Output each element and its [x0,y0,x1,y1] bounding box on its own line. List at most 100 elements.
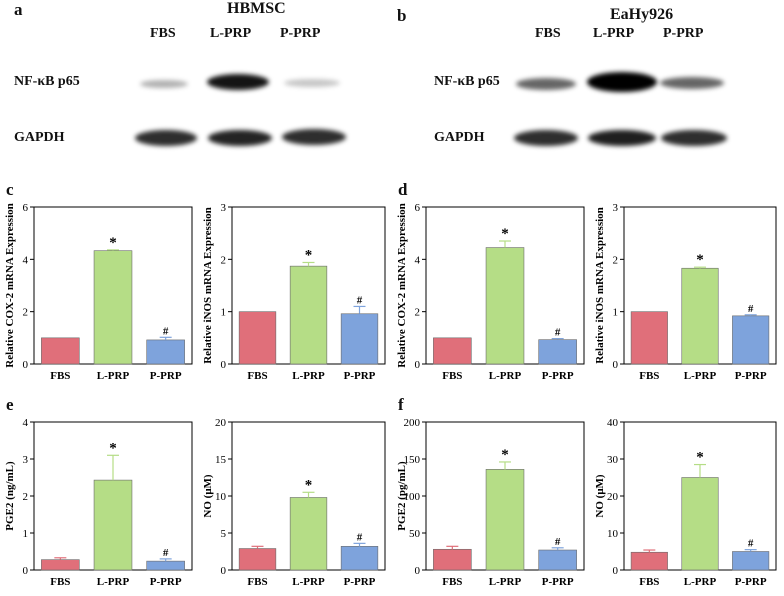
blot-b-band-nfkb-fbs [516,78,576,90]
x-tick-label: P-PRP [344,370,376,382]
y-tick-label: 40 [607,417,619,429]
y-tick-label: 2 [23,491,29,503]
y-tick-label: 150 [404,454,421,466]
blot-a-band-gapdh-lprp [208,130,272,146]
x-tick-label: P-PRP [542,576,574,588]
panel-label-c: c [6,180,14,199]
bar-p-prp [146,560,185,571]
y-tick-label: 0 [415,359,421,371]
significance-mark: # [163,325,169,337]
y-tick-label: 10 [607,528,619,540]
blot-b-lane-pprp: P-PRP [663,26,704,41]
blot-a-row-gapdh: GAPDH [14,130,65,145]
y-tick-label: 50 [409,528,421,540]
x-tick-label: FBS [247,370,267,382]
y-tick-label: 20 [215,417,227,429]
bar-fbs [238,311,277,365]
y-tick-label: 3 [23,454,29,466]
x-tick-label: L-PRP [489,370,522,382]
significance-mark: * [501,447,509,463]
y-axis-label: Relative iNOS mRNA Expression [202,207,214,364]
panel-label-b: b [397,6,407,25]
y-tick-label: 0 [613,565,619,577]
y-tick-label: 4 [23,254,29,266]
x-tick-label: FBS [50,576,70,588]
significance-mark: * [696,450,704,466]
chart-e-no: 0 5 10 15 20 NO (μM) FBS * L-PRP # P-PRP [202,417,386,588]
y-axis-label: Relative iNOS mRNA Expression [594,207,606,364]
blot-a-band-gapdh-pprp [282,129,346,145]
x-tick-label: L-PRP [292,370,325,382]
y-tick-label: 5 [221,528,227,540]
chart-c-cox2: 0 2 4 6 Relative COX-2 mRNA Expression FBS * L-… [4,202,193,382]
panel-label-a: a [14,0,23,19]
bar-l-prp [289,497,328,571]
y-tick-label: 4 [23,417,29,429]
y-axis-label: PGE2 (pg/mL) [396,461,408,531]
significance-mark: # [357,531,363,543]
blot-a-lane-lprp: L-PRP [210,26,252,41]
blot-b-lane-lprp: L-PRP [593,26,635,41]
bar-l-prp [485,247,525,365]
significance-mark: # [357,294,363,306]
blot-b-band-gapdh-lprp [588,130,656,146]
y-tick-label: 100 [404,491,421,503]
blot-b-lane-fbs: FBS [535,26,561,41]
chart-d-inos: 0 1 2 3 Relative iNOS mRNA Expression FBS * L-P… [594,202,777,382]
bar-l-prp [93,250,133,365]
blot-a-band-nfkb-lprp [207,74,269,90]
y-axis-label: NO (μM) [594,474,606,518]
bar-p-prp [732,315,770,365]
x-tick-label: P-PRP [344,576,376,588]
x-tick-label: FBS [442,576,462,588]
y-tick-label: 4 [415,254,421,266]
y-tick-label: 0 [23,565,29,577]
y-tick-label: 1 [23,528,29,540]
blot-b-band-gapdh-pprp [661,130,727,146]
y-axis-label: Relative COX-2 mRNA Expression [396,203,408,367]
significance-mark: # [163,547,169,559]
y-axis-label: PGE2 (ng/mL) [4,461,16,531]
blot-a-title: HBMSC [227,0,286,17]
blot-b-band-nfkb-lprp [587,72,657,92]
chart-e-pge2: 0 1 2 3 4 PGE2 (ng/mL) FBS * L-PRP # P-PRP [4,417,193,588]
bar-fbs [41,337,80,365]
y-axis-label: NO (μM) [202,474,214,518]
bar-l-prp [681,477,719,571]
blot-b-band-nfkb-pprp [660,77,724,89]
y-tick-label: 3 [221,202,227,214]
panel-label-e: e [6,395,14,414]
bar-fbs [630,311,668,365]
y-tick-label: 3 [613,202,619,214]
chart-d-cox2: 0 2 4 6 Relative COX-2 mRNA Expression FBS * L-… [396,202,585,382]
x-tick-label: FBS [639,576,659,588]
x-tick-label: FBS [639,370,659,382]
blot-b-image [514,72,727,146]
bar-l-prp [485,469,525,571]
bar-fbs [41,559,80,571]
x-tick-label: FBS [442,370,462,382]
x-tick-label: FBS [50,370,70,382]
x-tick-label: P-PRP [542,370,574,382]
x-tick-label: P-PRP [150,370,182,382]
panel-label-f: f [398,395,404,414]
bar-fbs [433,548,472,571]
bar-fbs [238,548,277,571]
blot-a-band-nfkb-fbs [140,80,188,88]
y-tick-label: 0 [613,359,619,371]
y-axis-label: Relative COX-2 mRNA Expression [4,203,16,367]
chart-c-inos: 0 1 2 3 Relative iNOS mRNA Expression FBS * L-P… [202,202,386,382]
y-tick-label: 30 [607,454,619,466]
significance-mark: # [555,536,561,548]
bar-fbs [433,337,472,365]
y-tick-label: 20 [607,491,619,503]
x-tick-label: L-PRP [684,576,717,588]
y-tick-label: 0 [415,565,421,577]
x-tick-label: P-PRP [735,576,767,588]
significance-mark: * [501,226,509,242]
blot-b-row-nfkb: NF-κB p65 [434,74,500,89]
bar-l-prp [681,267,719,365]
bar-p-prp [146,339,185,365]
blot-a-lane-pprp: P-PRP [280,26,321,41]
significance-mark: * [305,477,313,493]
